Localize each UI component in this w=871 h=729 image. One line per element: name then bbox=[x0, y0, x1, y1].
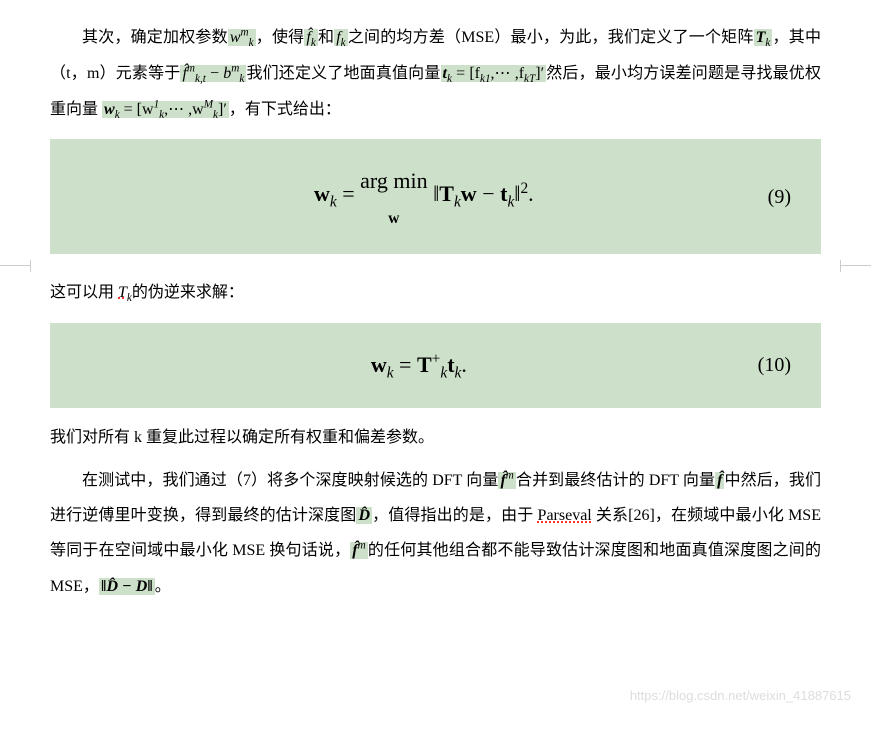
math-wk-vec: wk = [w1k,⋯ ,wMk]′ bbox=[102, 101, 229, 118]
text: ，使得 bbox=[256, 29, 305, 46]
text: 和 bbox=[318, 29, 334, 46]
math-tk-vec: tk = [fk1,⋯ ,fkT]′ bbox=[441, 65, 547, 82]
paragraph-2: 这可以用 Tk的伪逆来求解： bbox=[50, 275, 821, 311]
text: 合并到最终估计的 DFT 向量 bbox=[516, 472, 715, 489]
text: ，有下式给出： bbox=[229, 101, 341, 118]
text: 其次，确定加权参数 bbox=[82, 29, 228, 46]
equation-9-number: (9) bbox=[768, 175, 791, 219]
math-fhatk: f̂k bbox=[304, 29, 317, 46]
equation-9-content: wk = arg minw ‖Tkw − tk‖2. bbox=[80, 157, 768, 235]
text: 在测试中，我们通过（7）将多个深度映射候选的 DFT 向量 bbox=[82, 472, 498, 489]
equation-10: wk = T+ktk. (10) bbox=[50, 323, 821, 408]
text: 。 bbox=[155, 578, 171, 595]
text: 的伪逆来求解： bbox=[132, 284, 244, 301]
math-Tk2: Tk bbox=[118, 284, 132, 301]
math-fhatm: f̂m bbox=[498, 472, 515, 489]
equation-10-number: (10) bbox=[758, 343, 791, 387]
math-fk: fk bbox=[334, 29, 347, 46]
equation-10-content: wk = T+ktk. bbox=[80, 341, 758, 390]
page-break-marker bbox=[0, 266, 871, 267]
text: 我们还定义了地面真值向量 bbox=[246, 65, 440, 82]
equation-9: wk = arg minw ‖Tkw − tk‖2. (9) bbox=[50, 139, 821, 253]
parseval-text: Parseval bbox=[538, 507, 592, 524]
paragraph-3: 我们对所有 k 重复此过程以确定所有权重和偏差参数。 bbox=[50, 420, 821, 455]
text: 之间的均方差（MSE）最小，为此，我们定义了一个矩阵 bbox=[348, 29, 754, 46]
math-wkm: wmk bbox=[228, 29, 256, 46]
paragraph-4: 在测试中，我们通过（7）将多个深度映射候选的 DFT 向量f̂m合并到最终估计的… bbox=[50, 463, 821, 604]
math-fktbkm: f̂mk,t − bmk bbox=[180, 65, 246, 82]
text: ，值得指出的是，由于 bbox=[372, 507, 538, 524]
math-Dhat: D̂ bbox=[356, 507, 372, 524]
math-DhatD: ‖D̂ − D‖ bbox=[99, 578, 155, 595]
math-fhatm2: f̂m bbox=[350, 542, 367, 559]
watermark: https://blog.csdn.net/weixin_41887615 bbox=[630, 682, 851, 711]
text: 这可以用 bbox=[50, 284, 118, 301]
paragraph-1: 其次，确定加权参数wmk，使得f̂k和fk之间的均方差（MSE）最小，为此，我们… bbox=[50, 20, 821, 127]
text: 我们对所有 k 重复此过程以确定所有权重和偏差参数。 bbox=[50, 429, 434, 446]
math-fhat: f̂ bbox=[715, 472, 724, 489]
argmin: arg minw bbox=[360, 157, 427, 235]
math-Tk: Tk bbox=[754, 29, 773, 46]
